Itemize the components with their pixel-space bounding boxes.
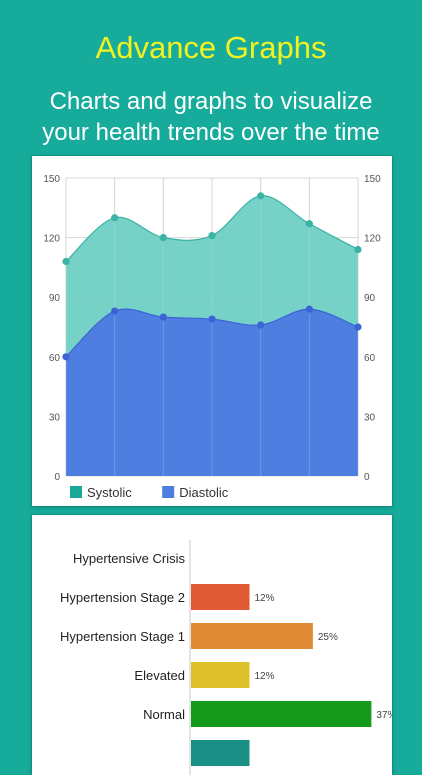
point-systolic[interactable] (208, 232, 216, 240)
bar-value-label: 12% (255, 671, 275, 682)
y-tick-label-right: 0 (364, 472, 370, 483)
y-tick-label-right: 120 (364, 234, 381, 245)
y-tick-label-left: 90 (49, 293, 61, 304)
bar-value-label: 25% (318, 632, 338, 643)
y-tick-label-left: 30 (49, 412, 61, 423)
legend-swatch-diastolic (162, 486, 175, 498)
bar-category-label: Normal (143, 707, 185, 722)
point-systolic[interactable] (305, 220, 313, 228)
bar[interactable] (191, 584, 250, 610)
y-tick-label-right: 30 (364, 412, 376, 423)
subtitle-line-1: Charts and graphs to visualize (49, 88, 373, 115)
bar[interactable] (191, 662, 250, 688)
category-bar-chart-card: Hypertensive Crisis Hypertension Stage 2 1… (32, 515, 392, 775)
bar[interactable] (191, 740, 250, 766)
page-subtitle: Charts and graphs to visualize your heal… (0, 86, 422, 148)
bar[interactable] (191, 623, 313, 649)
series-area-diastolic (66, 309, 358, 476)
bar-value-label: 12% (255, 593, 275, 604)
point-diastolic[interactable] (354, 323, 362, 331)
point-diastolic[interactable] (62, 353, 70, 361)
point-systolic[interactable] (62, 257, 70, 266)
y-tick-label-right: 60 (364, 353, 376, 364)
y-tick-label-right: 150 (364, 174, 381, 185)
blood-pressure-area-chart-card: 0 0 30 30 60 60 90 90 120 120 150 150 Systolic Diasto… (32, 156, 392, 506)
area-chart: 0 0 30 30 60 60 90 90 120 120 150 150 Systolic Diasto… (43, 174, 381, 500)
y-tick-label-left: 120 (43, 234, 60, 245)
point-diastolic[interactable] (159, 313, 167, 321)
y-tick-label-left: 150 (43, 174, 60, 185)
bar-category-label: Hypertensive Crisis (73, 551, 185, 566)
legend-swatch-systolic (70, 486, 82, 498)
legend-label-diastolic: Diastolic (179, 485, 229, 500)
point-diastolic[interactable] (257, 321, 265, 329)
bar-category-label: Hypertension Stage 2 (60, 590, 185, 605)
point-systolic[interactable] (159, 234, 167, 242)
bar-category-label: Elevated (134, 668, 185, 683)
y-tick-label-right: 90 (364, 293, 376, 304)
bar-category-label: Hypertension Stage 1 (60, 629, 185, 644)
point-diastolic[interactable] (305, 305, 313, 313)
point-diastolic[interactable] (208, 315, 216, 323)
point-diastolic[interactable] (111, 307, 119, 315)
bar[interactable] (191, 701, 372, 727)
page-title: Advance Graphs (95, 30, 327, 65)
y-tick-label-left: 0 (54, 472, 60, 483)
bar-value-label: 37% (376, 710, 392, 721)
y-tick-label-left: 60 (49, 353, 61, 364)
point-systolic[interactable] (354, 245, 362, 254)
subtitle-line-2: your health trends over the time (42, 119, 380, 146)
point-systolic[interactable] (111, 214, 119, 222)
bar-chart: Hypertensive Crisis Hypertension Stage 2 1… (60, 540, 392, 775)
legend-label-systolic: Systolic (87, 485, 132, 500)
point-systolic[interactable] (257, 192, 265, 200)
